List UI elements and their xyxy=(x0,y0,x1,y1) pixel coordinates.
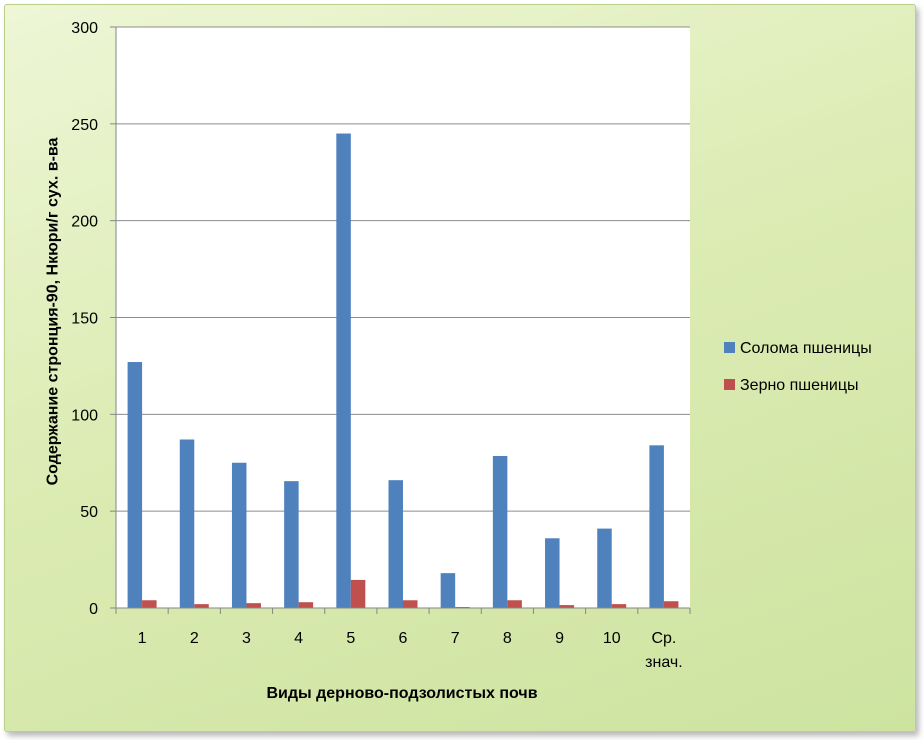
bar-grain xyxy=(559,605,575,608)
x-tick-label: Ср. xyxy=(651,630,676,647)
y-tick-label: 300 xyxy=(71,20,98,37)
y-tick-label: 150 xyxy=(71,311,98,328)
x-tick-label: 1 xyxy=(138,630,147,647)
y-tick-labels: 0 50 100 150 200 250 300 xyxy=(71,20,98,618)
legend: Солома пшеницы Зерно пшеницы xyxy=(724,340,872,394)
bar-straw xyxy=(231,462,247,608)
bar-grain xyxy=(194,604,209,608)
y-tick-label: 50 xyxy=(80,504,98,521)
x-tick-label: 10 xyxy=(603,630,621,647)
bar-grain xyxy=(298,602,314,608)
bar-straw xyxy=(388,480,403,608)
bar-straw xyxy=(179,439,195,608)
y-axis-title: Содержание стронция-90, Нкюри/г сух. в-в… xyxy=(45,137,62,485)
x-tick-label: 4 xyxy=(294,630,303,647)
bar-straw xyxy=(649,445,664,608)
bar-straw xyxy=(284,481,299,608)
x-tick-label: 8 xyxy=(503,630,512,647)
y-tick-label: 100 xyxy=(71,407,98,424)
bar-grain xyxy=(142,600,157,608)
x-tick-label: 9 xyxy=(555,630,564,647)
x-tick-label: знач. xyxy=(645,654,683,671)
legend-swatch xyxy=(724,379,735,390)
legend-swatch xyxy=(724,342,735,353)
bars xyxy=(127,133,679,608)
legend-label: Зерно пшеницы xyxy=(740,377,858,394)
axes xyxy=(115,27,691,614)
x-tick-label: 7 xyxy=(451,630,460,647)
bar-grain xyxy=(611,604,627,608)
bar-straw xyxy=(492,455,508,608)
x-tick-label: 6 xyxy=(399,630,408,647)
y-tick-label: 250 xyxy=(71,117,98,134)
x-axis-title: Виды дерново-подзолистых почв xyxy=(266,685,537,702)
bar-straw xyxy=(597,528,612,608)
bar-grain xyxy=(403,600,418,608)
bar-straw xyxy=(336,133,351,608)
bar-straw xyxy=(127,362,143,608)
bar-grain xyxy=(350,579,366,608)
bar-grain xyxy=(246,603,261,608)
bar-straw xyxy=(440,573,456,608)
y-tick-label: 200 xyxy=(71,214,98,231)
legend-label: Солома пшеницы xyxy=(740,340,872,357)
x-tick-label: 3 xyxy=(242,630,251,647)
x-tick-label: 2 xyxy=(190,630,199,647)
x-tick-label: 5 xyxy=(346,630,355,647)
x-tick-labels: 1 2 3 4 5 6 7 8 9 10 Ср. знач. xyxy=(138,630,683,671)
y-tick-label: 0 xyxy=(89,601,98,618)
bar-straw xyxy=(545,538,560,608)
bar-grain xyxy=(507,600,522,608)
bar-grain xyxy=(663,601,679,608)
